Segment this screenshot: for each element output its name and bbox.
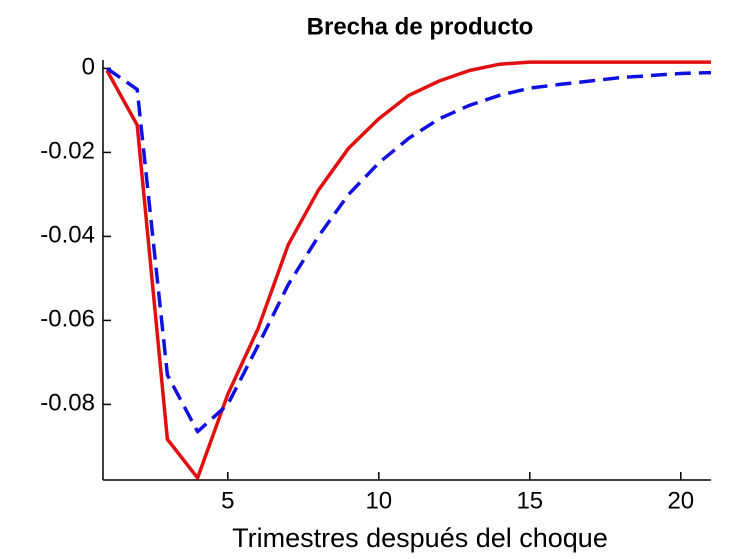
- y-tick-label: -0.04: [40, 222, 95, 249]
- line-series: [105, 60, 711, 480]
- y-tick-label: 0: [82, 54, 95, 81]
- x-tick-label: 10: [365, 487, 392, 514]
- x-tick-label: 5: [221, 487, 234, 514]
- y-tick-label: -0.02: [40, 138, 95, 165]
- y-tick-label: -0.06: [40, 306, 95, 333]
- line-series: [106, 66, 712, 434]
- y-tick-label: -0.08: [40, 390, 95, 417]
- x-axis-label: Trimestres después del choque: [232, 523, 608, 553]
- x-tick-label: 20: [667, 487, 694, 514]
- x-tick-label: 15: [516, 487, 543, 514]
- chart-title: Brecha de producto: [307, 13, 534, 40]
